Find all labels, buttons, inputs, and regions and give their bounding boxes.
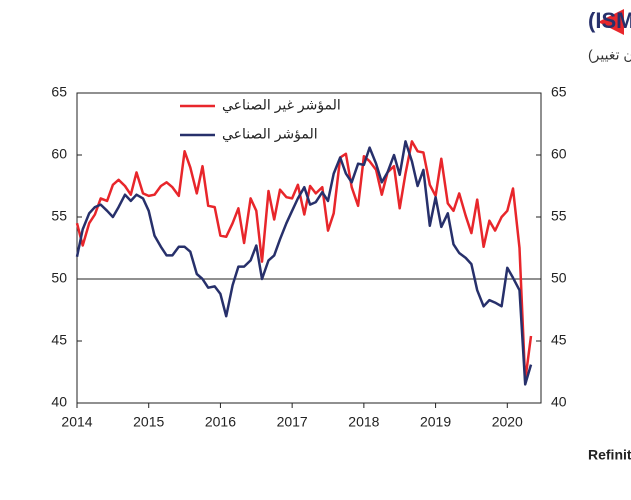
- series-line: [75, 140, 533, 382]
- y2-tick-label: 40: [551, 394, 567, 410]
- y2-tick-label: 65: [551, 84, 567, 100]
- y-tick-label: 60: [51, 146, 67, 162]
- x-tick-label: 2016: [205, 414, 236, 430]
- y-tick-label: 65: [51, 84, 67, 100]
- chart-subtitle: (مؤشر، 50= دون تغيير): [588, 47, 631, 64]
- y2-tick-label: 55: [551, 208, 567, 224]
- plot-frame: [76, 92, 542, 404]
- y-tick-label: 45: [51, 332, 67, 348]
- chart-title: مؤشر مديري المشتريات للولايات المتحدة (I…: [588, 8, 631, 34]
- x-tick-label: 2014: [61, 414, 92, 430]
- series-line: [75, 140, 533, 386]
- y2-tick-label: 60: [551, 146, 567, 162]
- y-tick-label: 40: [51, 394, 67, 410]
- title-marker: [598, 9, 624, 35]
- x-tick-label: 2017: [277, 414, 308, 430]
- x-tick-label: 2015: [133, 414, 164, 430]
- y2-tick-label: 45: [551, 332, 567, 348]
- source: المصدر : Refinitiv: [588, 447, 631, 463]
- x-tick-label: 2018: [348, 414, 379, 430]
- legend-label: المؤشر الصناعي: [222, 126, 318, 143]
- y2-tick-label: 50: [551, 270, 567, 286]
- x-tick-label: 2019: [420, 414, 451, 430]
- x-tick-label: 2020: [492, 414, 523, 430]
- legend-label: المؤشر غير الصناعي: [222, 97, 341, 114]
- y-tick-label: 50: [51, 270, 67, 286]
- y-tick-label: 55: [51, 208, 67, 224]
